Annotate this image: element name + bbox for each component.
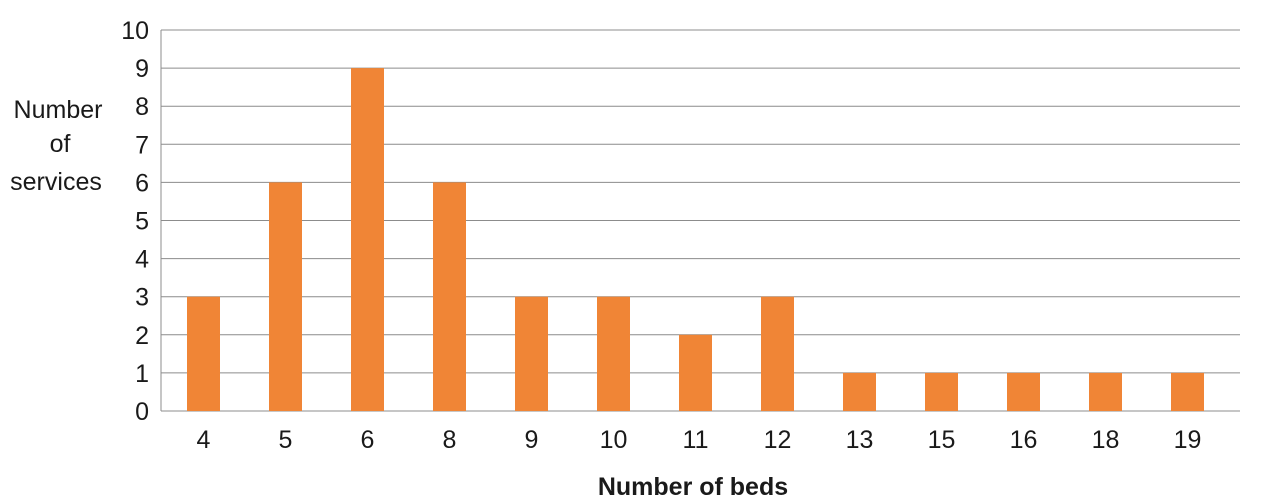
x-tick-label: 11: [683, 426, 709, 454]
x-tick-label: 5: [279, 426, 293, 454]
y-tick-label: 8: [135, 93, 149, 121]
bar-18: [1089, 372, 1122, 411]
y-tick-label: 1: [135, 360, 149, 388]
x-tick-label: 10: [600, 426, 628, 454]
bar-16: [1007, 372, 1040, 411]
bar-5: [269, 182, 302, 411]
bar-11: [679, 334, 712, 411]
x-axis-ticks: 4 5 6 8 9 10 11 12 13 15 16 18 19: [197, 426, 1202, 454]
x-tick-label: 15: [928, 426, 956, 454]
y-tick-label: 9: [135, 55, 149, 83]
x-tick-label: 9: [525, 426, 539, 454]
gridlines: [160, 29, 1240, 412]
bar-12: [761, 296, 794, 411]
x-tick-label: 12: [764, 426, 792, 454]
bars: [187, 68, 1204, 411]
y-tick-label: 10: [121, 17, 149, 45]
bar-13: [843, 372, 876, 411]
bar-8: [433, 182, 466, 411]
x-tick-label: 19: [1174, 426, 1202, 454]
x-tick-label: 8: [443, 426, 457, 454]
bar-9: [515, 296, 548, 411]
y-axis-label-line-2: of: [50, 130, 71, 158]
bar-4: [187, 296, 220, 411]
y-axis-ticks: 0 1 2 3 4 5 6 7 8 9 10: [121, 17, 149, 426]
x-tick-label: 13: [846, 426, 874, 454]
y-axis-label-line-1: Number: [14, 96, 103, 124]
y-tick-label: 3: [135, 284, 149, 312]
y-tick-label: 5: [135, 208, 149, 236]
x-tick-label: 16: [1010, 426, 1038, 454]
y-tick-label: 7: [135, 131, 149, 159]
x-axis-label: Number of beds: [598, 473, 788, 501]
y-tick-label: 0: [135, 398, 149, 426]
x-tick-label: 4: [197, 426, 211, 454]
x-tick-label: 18: [1092, 426, 1120, 454]
y-tick-label: 4: [135, 246, 149, 274]
y-tick-label: 6: [135, 169, 149, 197]
bar-10: [597, 296, 630, 411]
y-axis-label-line-3: services: [10, 168, 102, 196]
bar-15: [925, 372, 958, 411]
bar-19: [1171, 372, 1204, 411]
y-tick-label: 2: [135, 322, 149, 350]
bar-6: [351, 68, 384, 411]
x-tick-label: 6: [361, 426, 375, 454]
